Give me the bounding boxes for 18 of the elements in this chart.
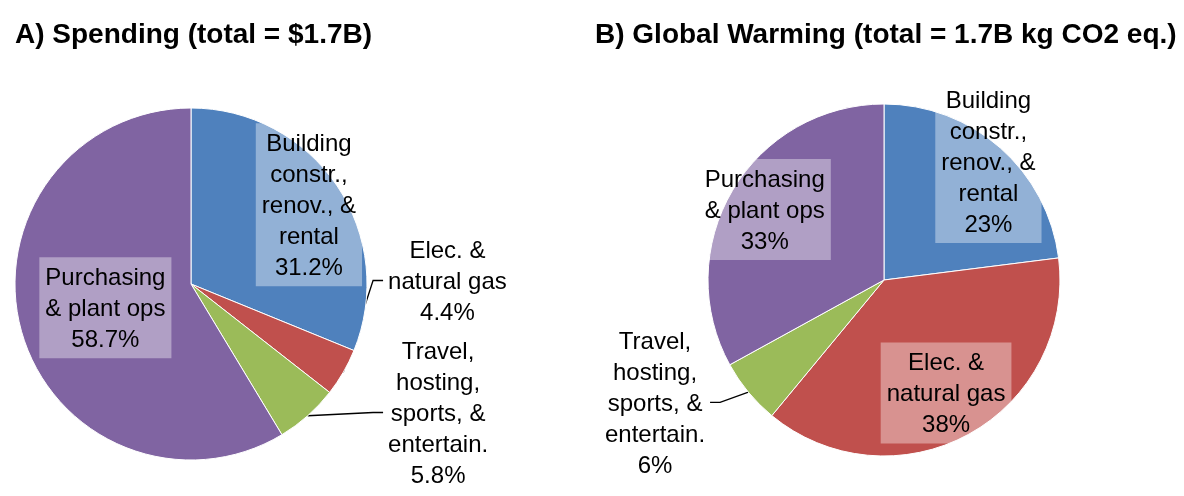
slice-label: Purchasing & plant ops [704, 164, 825, 223]
slice-label: Building constr., renov., & rental [941, 86, 1036, 207]
slice-label: Travel, hosting, sports, & entertain. [388, 337, 489, 457]
data-label: 33% [740, 226, 789, 254]
data-label: 38% [922, 410, 971, 438]
slice-label: Elec. & natural gas [388, 236, 507, 294]
slice-label: Travel, hosting, sports, & entertain. [604, 326, 706, 447]
data-label: 6% [637, 450, 673, 478]
chart-title: A) Spending (total = $1.7B) [15, 17, 373, 49]
data-label: 5.8% [410, 461, 466, 488]
slice-label: Building constr., renov., & rental [261, 129, 357, 250]
data-label: 31.2% [274, 253, 343, 281]
data-label: 58.7% [71, 325, 140, 353]
slice-label: Elec. & natural gas [886, 348, 1006, 407]
data-label: 23% [964, 210, 1013, 238]
data-label: 4.4% [420, 298, 475, 325]
chart-title: B) Global Warming (total = 1.7B kg CO2 eq.) [595, 17, 1177, 49]
slice-label: Purchasing & plant ops [45, 263, 166, 322]
